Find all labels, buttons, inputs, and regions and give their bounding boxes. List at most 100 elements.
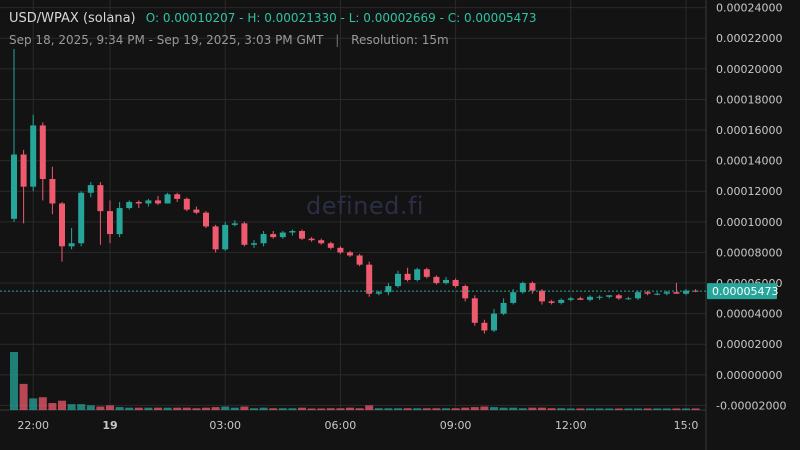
volume-bar	[230, 407, 239, 410]
volume-bar	[509, 407, 518, 410]
volume-bar	[67, 404, 76, 410]
candle-body	[404, 273, 411, 280]
volume-bar	[346, 407, 354, 410]
volume-bar	[106, 405, 114, 410]
volume-bar	[211, 407, 220, 410]
time-tick-label: 22:00	[17, 419, 49, 432]
candle-body	[606, 295, 613, 297]
volume-bar	[326, 408, 335, 410]
volume-bar	[586, 408, 594, 410]
volume-bar	[691, 408, 700, 410]
volume-bar	[576, 408, 585, 410]
volume-bar	[202, 407, 210, 410]
candle-body	[414, 269, 421, 280]
volume-bar	[250, 408, 258, 410]
candle-body	[395, 273, 401, 287]
candle-body	[289, 231, 296, 233]
price-tick-label: 0.00014000	[716, 155, 782, 168]
volume-bar	[672, 408, 681, 410]
candle-body	[164, 194, 171, 204]
candle-body	[673, 292, 680, 294]
volume-bar	[307, 408, 316, 410]
volume-bar	[374, 408, 383, 410]
volume-bar	[461, 407, 470, 410]
time-tick-label: 12:00	[555, 419, 587, 432]
candle-body	[212, 226, 219, 250]
candle-body	[241, 223, 248, 245]
candle-body	[260, 234, 267, 244]
candle-body	[299, 231, 305, 239]
ohlc-values: O: 0.00010207 - H: 0.00021330 - L: 0.000…	[145, 11, 537, 25]
candle-body	[462, 286, 469, 299]
candle-body	[155, 200, 161, 204]
volume-bar	[48, 403, 57, 410]
candle-body	[625, 298, 632, 300]
volume-bars	[10, 352, 700, 410]
candle-body	[183, 198, 190, 210]
price-tick-label: 0.00002000	[716, 338, 782, 351]
volume-bar	[221, 406, 230, 410]
volume-bar	[288, 408, 297, 410]
candle-body	[308, 238, 315, 241]
chart-header: USD/WPAX (solana) O: 0.00010207 - H: 0.0…	[9, 11, 537, 26]
time-tick-label: 06:00	[325, 419, 357, 432]
volume-bar	[614, 408, 623, 410]
price-tick-label: 0.00010000	[716, 216, 782, 229]
candle-body	[452, 279, 459, 287]
volume-bar	[653, 408, 662, 410]
volume-bar	[499, 407, 508, 410]
volume-bar	[538, 407, 546, 410]
candle-body	[231, 223, 238, 225]
price-tick-label: 0.00018000	[716, 93, 782, 106]
volume-bar	[125, 407, 134, 410]
candle-body	[558, 299, 565, 303]
candle-body	[251, 243, 257, 245]
candle-body	[654, 293, 661, 295]
volume-bar	[566, 408, 575, 410]
volume-bar	[518, 408, 527, 410]
candle-body	[97, 185, 104, 212]
time-tick-label: 03:00	[209, 419, 241, 432]
candle-body	[375, 292, 382, 294]
candle-body	[30, 125, 37, 187]
last-price-marker: 0.00005473	[707, 283, 778, 300]
volume-bar	[115, 407, 124, 410]
candle-body	[491, 313, 497, 331]
candle-body	[68, 243, 75, 247]
candle-body	[203, 212, 209, 227]
candle-body	[39, 125, 46, 179]
price-axis[interactable]: 0.00024000 0.00022000 0.00020000 0.00018000…	[716, 2, 786, 413]
candle-body	[356, 255, 363, 265]
volume-bar	[403, 408, 412, 410]
volume-bar	[422, 408, 431, 410]
volume-bar	[317, 408, 326, 410]
candle-body	[587, 296, 593, 300]
volume-bar	[240, 406, 249, 410]
candle-body	[87, 185, 94, 193]
volume-bar	[269, 408, 278, 410]
candle-body	[145, 200, 152, 204]
volume-bar	[634, 408, 642, 410]
candle-body	[443, 279, 449, 284]
last-price-tag	[707, 283, 777, 300]
volume-bar	[336, 408, 345, 410]
time-tick-label: 19	[102, 419, 117, 432]
price-tick-label: -0.00002000	[716, 399, 786, 412]
candle-body	[222, 224, 229, 250]
last-price-label: 0.00005473	[712, 285, 778, 298]
price-tick-label: 0.00012000	[716, 185, 782, 198]
price-tick-label: 0.00004000	[716, 308, 782, 321]
volume-bar	[470, 407, 479, 410]
time-range: Sep 18, 2025, 9:34 PM - Sep 19, 2025, 3:…	[9, 33, 324, 47]
resolution-label[interactable]: Resolution: 15m	[351, 33, 449, 47]
price-tick-label: 0.00020000	[716, 63, 782, 76]
time-axis[interactable]: 22:00 19 03:00 06:00 09:00 12:00 15:0	[17, 419, 698, 432]
candle-body	[510, 292, 517, 303]
candle-body	[20, 154, 27, 187]
price-tick-label: 0.00000000	[716, 369, 782, 382]
chart-subheader: Sep 18, 2025, 9:34 PM - Sep 19, 2025, 3:…	[9, 33, 449, 47]
volume-bar	[29, 398, 38, 410]
candle-body	[107, 211, 113, 235]
time-tick-label: 15:0	[674, 419, 699, 432]
